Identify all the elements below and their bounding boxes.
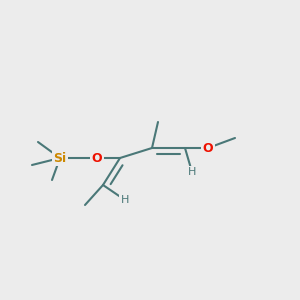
Text: Si: Si xyxy=(53,152,67,164)
Text: H: H xyxy=(121,195,129,205)
Text: O: O xyxy=(203,142,213,154)
Text: O: O xyxy=(92,152,102,164)
Text: H: H xyxy=(188,167,196,177)
